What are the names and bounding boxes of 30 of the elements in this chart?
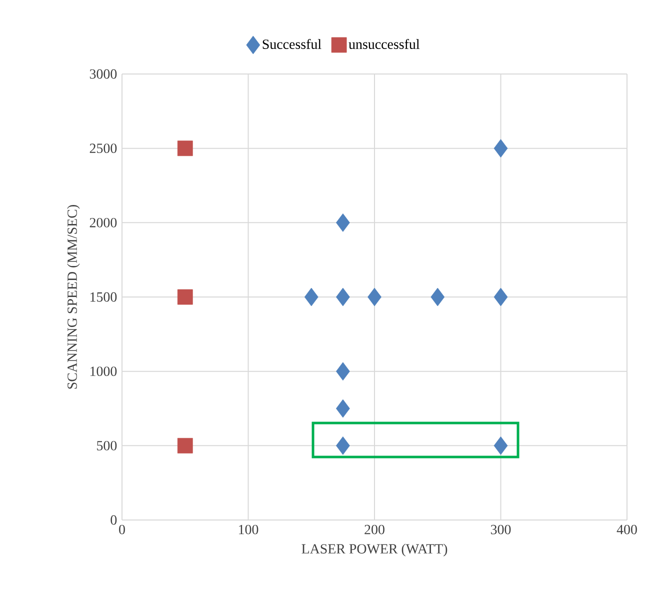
y-tick-label: 1500	[90, 292, 117, 302]
point	[177, 140, 193, 156]
point	[336, 399, 350, 418]
point	[177, 289, 193, 305]
point	[494, 139, 508, 158]
y-tick-label: 500	[97, 440, 117, 450]
x-axis-title: LASER POWER (WATT)	[302, 544, 448, 556]
point	[494, 288, 508, 306]
point	[336, 362, 350, 381]
y-tick-label: 3000	[90, 69, 117, 79]
point	[304, 288, 318, 306]
x-tick-label: 200	[364, 524, 384, 534]
point	[430, 288, 445, 306]
point	[177, 438, 193, 454]
y-tick-label: 2000	[90, 218, 117, 228]
y-tick-label: 0	[110, 515, 117, 525]
point	[336, 288, 350, 306]
point	[336, 213, 350, 232]
x-tick-label: 0	[119, 524, 125, 534]
legend-label: unsuccessful	[348, 39, 420, 49]
point	[368, 288, 382, 306]
y-axis-title: SCANNING SPEED (MM/SEC)	[67, 205, 80, 389]
y-tick-label: 2500	[90, 144, 117, 154]
y-tick-label: 1000	[90, 366, 117, 376]
x-tick-label: 300	[490, 524, 511, 534]
point	[494, 436, 508, 455]
x-tick-label: 100	[239, 524, 258, 534]
x-tick-label: 400	[616, 524, 637, 534]
point	[336, 436, 350, 455]
legend-label: Successful	[262, 39, 322, 49]
